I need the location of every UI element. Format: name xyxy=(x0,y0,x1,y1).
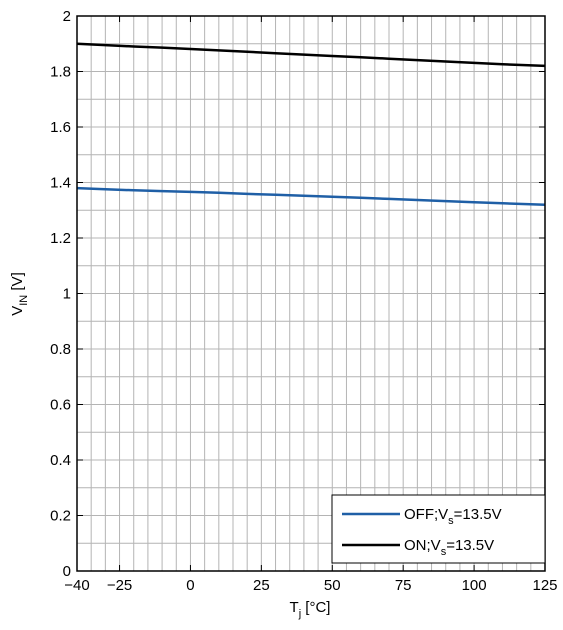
y-tick-label: 1.4 xyxy=(50,175,71,192)
x-axis-label: Tj [°C] xyxy=(290,599,331,620)
x-tick-label: 0 xyxy=(186,577,194,594)
legend-box xyxy=(331,494,546,564)
series-line-on xyxy=(76,42,546,68)
y-tick-label: 0.2 xyxy=(50,508,71,525)
y-tick-label: 0.4 xyxy=(50,452,71,469)
x-tick-labels: −40 −25 0 25 50 75 100 125 xyxy=(64,577,557,594)
y-axis-label: VIN [V] xyxy=(9,272,30,316)
x-tick-label: 50 xyxy=(324,577,341,594)
legend-label-off: OFF;Vs=13.5V xyxy=(404,506,502,527)
x-tick-label: 100 xyxy=(462,577,487,594)
y-tick-label: 1.8 xyxy=(50,64,71,81)
x-tick-label: −25 xyxy=(107,577,132,594)
y-tick-label: 0.8 xyxy=(50,341,71,358)
y-tick-label: 0 xyxy=(63,563,71,580)
legend-label-on: ON;Vs=13.5V xyxy=(404,537,494,558)
series-group xyxy=(76,42,546,206)
legend: OFF;Vs=13.5V ON;Vs=13.5V xyxy=(331,494,546,564)
y-tick-label: 2 xyxy=(63,8,71,25)
x-tick-label: 25 xyxy=(253,577,270,594)
y-tick-labels: 0 0.2 0.4 0.6 0.8 1 1.2 1.4 1.6 1.8 2 xyxy=(50,8,71,580)
x-tick-label: 75 xyxy=(395,577,412,594)
series-line-off xyxy=(76,186,546,206)
y-tick-label: 0.6 xyxy=(50,397,71,414)
grid xyxy=(77,16,545,571)
x-tick-label: −40 xyxy=(64,577,89,594)
y-tick-label: 1.6 xyxy=(50,119,71,136)
y-tick-label: 1.2 xyxy=(50,230,71,247)
y-tick-label: 1 xyxy=(63,286,71,303)
x-tick-label: 125 xyxy=(532,577,557,594)
